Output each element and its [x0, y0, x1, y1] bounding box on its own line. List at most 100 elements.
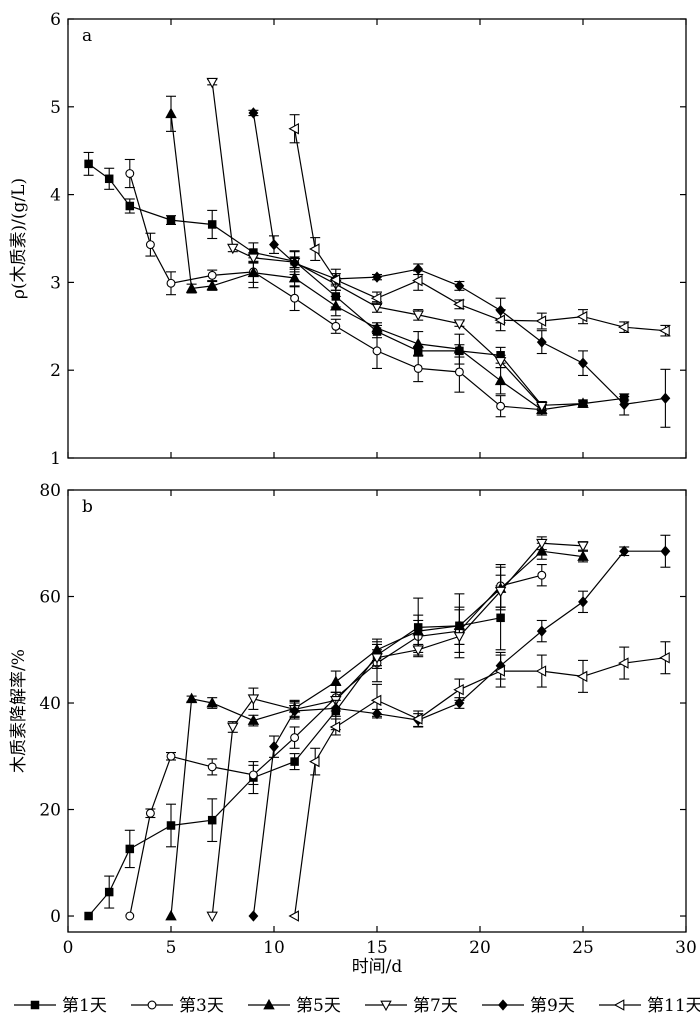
legend-item-5: 第11天: [599, 996, 700, 1016]
point-a-2-3: [247, 266, 260, 278]
plot-frame-a: [67, 18, 687, 459]
point-a-1-2: [166, 278, 176, 288]
legend-item-1: 第3天: [131, 996, 224, 1016]
point-a-1-7: [372, 346, 382, 356]
point-a-3-2: [247, 253, 260, 264]
legend-marker-3: [380, 1000, 392, 1012]
point-a-3-9: [536, 401, 548, 413]
series-line-b-0: [88, 617, 501, 917]
panel-label-b: b: [82, 497, 93, 517]
point-a-3-8: [494, 357, 507, 368]
panel-label-a: a: [82, 26, 92, 46]
point-a-1-0: [125, 169, 135, 178]
point-a-5-6: [494, 314, 505, 326]
point-b-4-11: [660, 545, 671, 557]
point-a-1-5: [290, 293, 300, 303]
legend-item-0: 第1天: [14, 996, 107, 1016]
point-b-2-7: [412, 624, 424, 636]
point-b-5-2: [329, 721, 341, 733]
point-b-3-8: [494, 586, 507, 598]
legend: 第1天 第3天 第5天 第7天 第9天 第11天: [14, 996, 700, 1016]
y-tick-label-b-4: 80: [39, 481, 61, 501]
y-tick-label-a-1: 2: [50, 361, 61, 381]
series-b-1: [125, 564, 547, 921]
point-b-1-0: [125, 911, 135, 921]
x-tick-label-b-4: 20: [469, 938, 491, 958]
point-a-5-7: [535, 315, 547, 327]
point-a-4-2: [289, 257, 300, 269]
point-a-2-11: [577, 397, 589, 408]
point-b-4-8: [536, 625, 547, 637]
point-b-0-2: [125, 844, 135, 854]
point-b-1-5: [290, 733, 300, 743]
legend-label-0: 第1天: [62, 996, 107, 1016]
series-b-2: [165, 542, 589, 921]
legend-marker-2: [263, 998, 275, 1010]
legend-item-3: 第7天: [365, 996, 458, 1016]
y-tick-label-b-0: 0: [50, 907, 61, 927]
series-line-b-5: [294, 657, 666, 917]
y-tick-label-b-3: 60: [39, 588, 61, 608]
panel-a: a 1 2 3 4 5 6 ρ(木质素)/(g/L): [9, 10, 687, 469]
point-b-1-11: [537, 570, 547, 580]
point-a-0-1: [104, 174, 114, 184]
point-b-1-2: [166, 751, 176, 761]
point-a-2-6: [371, 321, 383, 333]
point-b-5-0: [288, 910, 299, 922]
series-line-b-2: [170, 550, 584, 917]
legend-marker-0: [30, 1000, 40, 1010]
y-tick-label-a-3: 4: [50, 186, 61, 206]
point-b-2-10: [536, 545, 548, 556]
point-a-2-8: [453, 342, 466, 354]
point-a-5-8: [576, 310, 588, 323]
point-b-2-2: [206, 696, 218, 708]
series-line-b-4: [252, 550, 666, 917]
series-b-4: [248, 534, 671, 922]
point-b-1-3: [207, 762, 217, 772]
legend-item-2: 第5天: [248, 996, 341, 1016]
x-tick-label-b-1: 5: [166, 938, 177, 958]
point-a-2-7: [412, 337, 424, 349]
point-b-2-0: [165, 909, 177, 921]
point-a-4-11: [660, 392, 671, 404]
point-b-0-0: [84, 911, 93, 921]
x-tick-label-b-0: 0: [63, 938, 74, 958]
legend-marker-1: [147, 1000, 157, 1010]
legend-label-2: 第5天: [296, 996, 341, 1016]
point-a-4-4: [372, 271, 382, 283]
point-b-5-4: [412, 713, 423, 725]
x-tick-label-b-3: 15: [366, 938, 388, 958]
point-b-0-4: [207, 815, 217, 825]
series-line-a-1: [129, 173, 542, 411]
point-b-3-7: [453, 632, 466, 643]
point-b-1-4: [248, 770, 258, 780]
point-b-4-0: [248, 910, 259, 922]
point-a-4-1: [269, 239, 279, 251]
series-line-a-4: [252, 112, 666, 406]
point-a-3-1: [227, 243, 239, 255]
point-a-1-9: [454, 367, 464, 377]
point-b-5-9: [618, 657, 629, 669]
point-a-2-0: [165, 107, 177, 119]
legend-label-3: 第7天: [413, 996, 458, 1016]
y-tick-label-a-4: 5: [50, 98, 61, 118]
point-a-5-0: [288, 123, 299, 135]
panel-b: b 0 5 10 15 20 25 30 0 20 40 60 80 木质素降解率/% 时间/d: [9, 481, 697, 977]
point-b-3-10: [577, 541, 589, 553]
legend-label-4: 第9天: [530, 996, 575, 1016]
point-a-3-0: [206, 77, 218, 89]
series-b-5: [288, 641, 671, 922]
series-a-0: [83, 151, 630, 410]
x-tick-label-b-5: 25: [572, 938, 594, 958]
legend-label-1: 第3天: [179, 996, 224, 1016]
legend-marker-5: [613, 999, 625, 1011]
point-b-3-5: [371, 653, 383, 664]
point-b-5-7: [535, 665, 547, 677]
point-b-2-11: [577, 550, 589, 561]
point-a-1-1: [145, 240, 155, 250]
point-b-0-6: [290, 757, 299, 766]
y-tick-label-a-2: 3: [50, 273, 61, 293]
series-line-a-3: [211, 82, 543, 407]
x-tick-label-b-2: 10: [263, 938, 285, 958]
